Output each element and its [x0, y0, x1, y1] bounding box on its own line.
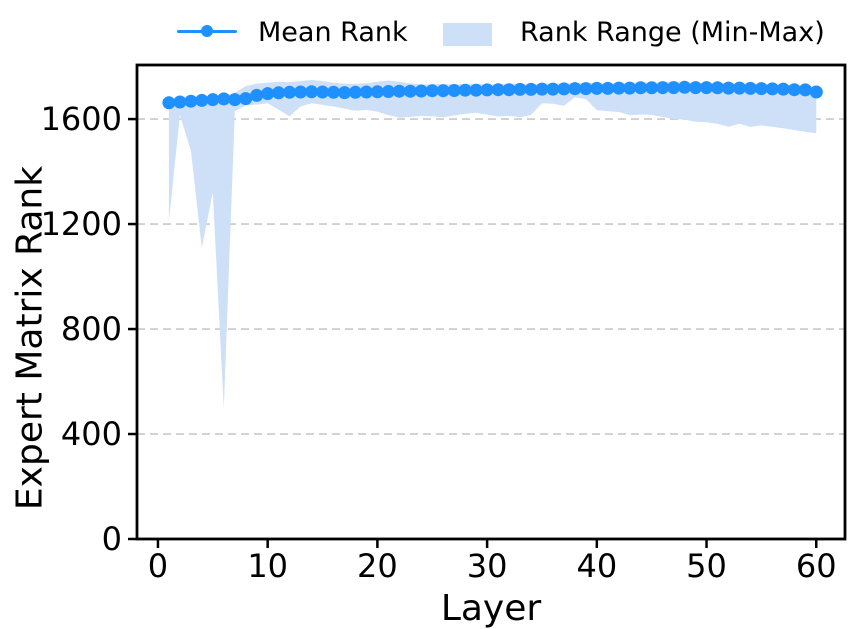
y-tick-label: 1600	[41, 100, 122, 138]
legend-label-mean-rank: Mean Rank	[258, 16, 408, 48]
y-axis-label: Expert Matrix Rank	[9, 165, 51, 511]
x-tick-label: 0	[148, 547, 168, 585]
legend-range-patch-icon	[443, 23, 492, 46]
x-tick-label: 20	[357, 547, 398, 585]
x-tick-label: 60	[796, 547, 837, 585]
axis-ticks: 0 10 20 30 40 50 60 0 400 800 1200 1600	[41, 100, 837, 585]
y-gridlines	[137, 118, 845, 435]
rank-range-band	[168, 80, 817, 409]
legend-mean-marker-icon	[201, 25, 213, 37]
y-tick-label: 1200	[41, 205, 122, 243]
plot-border	[135, 63, 847, 541]
chart-legend: Mean Rank Rank Range (Min-Max)	[0, 0, 859, 56]
x-tick-label: 50	[686, 547, 727, 585]
mean-rank-markers	[162, 80, 823, 110]
x-tick-label: 30	[467, 547, 508, 585]
x-tick-label: 40	[576, 547, 617, 585]
x-axis-label: Layer	[440, 588, 542, 629]
y-tick-label: 800	[61, 310, 122, 348]
y-tick-label: 400	[61, 415, 122, 453]
legend-label-rank-range: Rank Range (Min-Max)	[520, 16, 825, 48]
x-tick-label: 10	[247, 547, 288, 585]
y-tick-label: 0	[102, 520, 122, 558]
